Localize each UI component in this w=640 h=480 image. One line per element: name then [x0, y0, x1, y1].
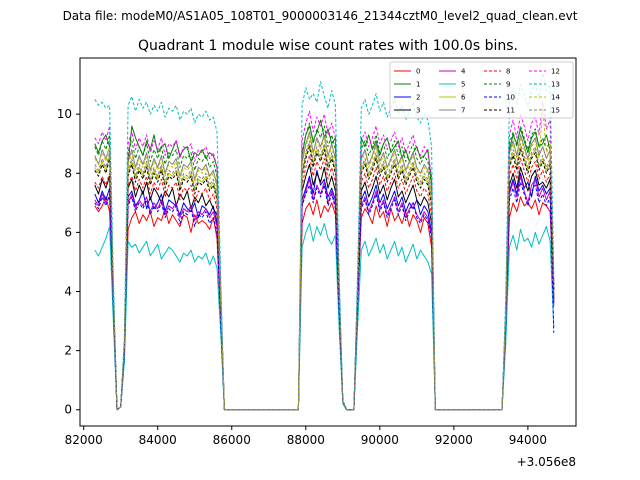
x-tick-label: 84000 [139, 433, 177, 447]
legend-label-3: 3 [416, 107, 420, 115]
series-line-3 [94, 163, 555, 411]
legend-label-14: 14 [551, 94, 560, 102]
y-tick-label: 6 [64, 225, 72, 239]
series-line-11 [94, 146, 555, 411]
y-tick-label: 0 [64, 403, 72, 417]
legend-label-5: 5 [461, 81, 465, 89]
x-tick-label: 90000 [361, 433, 399, 447]
x-tick-label: 94000 [509, 433, 547, 447]
legend-label-10: 10 [506, 94, 515, 102]
legend-label-2: 2 [416, 94, 420, 102]
axis-layer: 82000 84000 86000 88000 90000 92000 94000 0 2 4 6 8… [57, 107, 547, 447]
y-tick-label: 2 [64, 344, 72, 358]
legend-label-6: 6 [461, 94, 466, 102]
x-offset-label: +3.056e8 [517, 455, 576, 469]
series-line-5 [94, 223, 555, 411]
legend-label-13: 13 [551, 81, 560, 89]
series-layer [94, 72, 555, 411]
x-tick-label: 82000 [65, 433, 103, 447]
legend-label-7: 7 [461, 107, 465, 115]
legend-label-11: 11 [506, 107, 515, 115]
legend-label-15: 15 [551, 107, 560, 115]
legend-label-9: 9 [506, 81, 510, 89]
series-line-15 [94, 140, 555, 411]
series-line-7 [94, 131, 555, 411]
suptitle: Data file: modeM0/AS1A05_108T01_90000031… [63, 9, 578, 23]
legend-label-4: 4 [461, 68, 466, 76]
y-tick-label: 4 [64, 285, 72, 299]
y-tick-label: 10 [57, 107, 72, 121]
legend-label-12: 12 [551, 68, 560, 76]
legend-label-0: 0 [416, 68, 420, 76]
x-tick-label: 86000 [213, 433, 251, 447]
series-line-1 [94, 119, 555, 411]
series-line-10 [94, 181, 555, 411]
plot-frame [79, 57, 577, 427]
series-line-0 [94, 196, 555, 411]
series-line-4 [94, 175, 555, 411]
legend-box [389, 61, 574, 119]
x-tick-label: 88000 [287, 433, 325, 447]
legend-label-1: 1 [416, 81, 420, 89]
y-tick-label: 8 [64, 166, 72, 180]
series-line-8 [94, 155, 555, 411]
series-line-14 [94, 107, 555, 411]
chart-title: Quadrant 1 module wise count rates with … [138, 38, 518, 54]
x-tick-label: 92000 [435, 433, 473, 447]
series-line-13 [94, 72, 555, 411]
legend-label-8: 8 [506, 68, 510, 76]
